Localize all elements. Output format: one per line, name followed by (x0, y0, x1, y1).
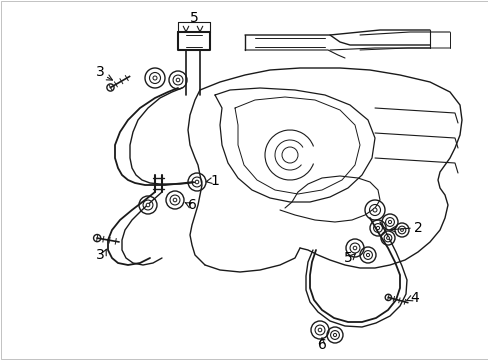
Circle shape (333, 333, 336, 337)
Circle shape (376, 226, 379, 230)
Circle shape (386, 237, 388, 239)
Text: 2: 2 (413, 221, 422, 235)
Text: 5: 5 (189, 11, 198, 25)
Text: 6: 6 (187, 198, 196, 212)
Circle shape (173, 198, 177, 202)
Circle shape (153, 76, 157, 80)
Text: 1: 1 (210, 174, 219, 188)
Circle shape (400, 229, 403, 231)
Circle shape (318, 328, 321, 332)
Text: 3: 3 (96, 65, 104, 79)
Circle shape (146, 203, 149, 207)
Text: 4: 4 (410, 291, 419, 305)
Circle shape (352, 246, 356, 250)
Text: 3: 3 (96, 248, 104, 262)
Circle shape (372, 208, 376, 212)
Text: 5: 5 (343, 251, 352, 265)
Text: 6: 6 (317, 338, 326, 352)
Circle shape (387, 220, 391, 224)
Circle shape (176, 78, 180, 82)
Circle shape (366, 253, 369, 257)
Circle shape (195, 180, 199, 184)
